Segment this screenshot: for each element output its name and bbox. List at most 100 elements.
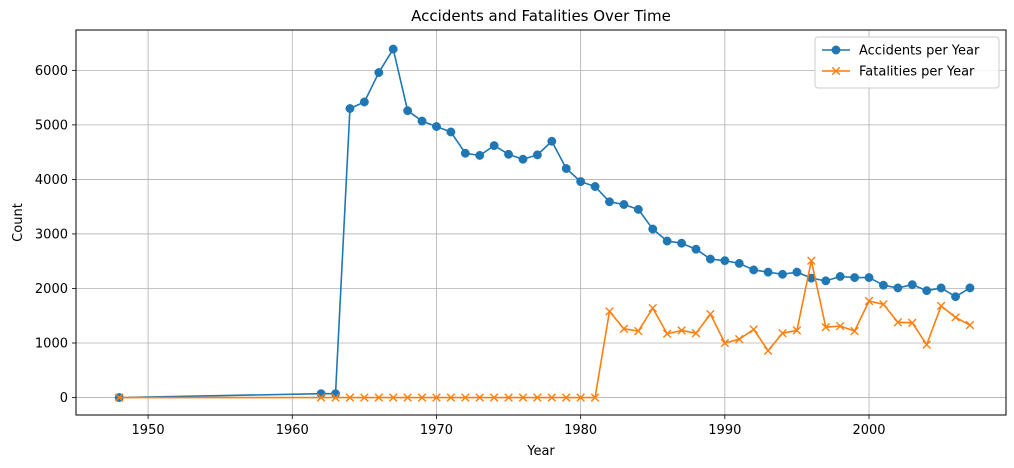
plot-frame [75,29,1007,416]
series-1-point [460,148,470,158]
series-2-point [648,303,658,313]
series-1-point [605,197,614,207]
series-2-point [720,338,730,348]
series-2-point [835,321,845,331]
series-1-point [432,122,441,131]
series-1-point [749,265,759,275]
x-tick-label: 2000 [852,423,885,438]
series-1-point [965,283,975,293]
series-2-point [619,324,629,334]
series-1-point [821,276,831,286]
series-1-point [561,164,571,173]
tick-layer: 1950 1960 1970 1980 1990 2000 0 1000 2000 3000 400… [35,64,886,438]
series-2-point [734,334,744,344]
series-2-point [590,393,600,402]
x-tick-label: 1990 [708,423,741,438]
series-1-point [835,272,845,281]
series-2-point [951,313,960,322]
series-1-point [417,116,427,126]
x-tick-label: 1960 [276,423,309,438]
series-2-point [461,393,470,402]
series-2-point [360,393,369,402]
series-2-point [821,322,831,332]
series-1-point [475,150,485,160]
y-tick-label: 0 [60,391,68,406]
series-2-point [778,328,787,338]
x-tick-label: 1980 [564,423,597,438]
series-1-point [388,44,398,54]
series-2-point [936,301,946,311]
series-2 [114,256,975,402]
series-1-point [359,97,369,107]
series-1-point [691,244,701,254]
series-1 [114,44,975,402]
series-layer [114,44,975,402]
series-1-point [489,141,499,151]
x-tick-label: 1950 [132,423,165,438]
series-2-point [388,393,398,402]
series-2-point [561,393,571,402]
chart-title: Accidents and Fatalities Over Time [411,7,671,25]
series-1-point [532,150,542,160]
legend-swatch-marker [831,45,841,55]
series-2-point [634,326,643,336]
series-1-point [345,104,355,113]
series-2-point [504,393,513,402]
series-1-point [778,269,787,279]
y-tick-label: 6000 [35,64,68,79]
y-tick-label: 4000 [35,173,68,188]
series-2-point [316,393,326,402]
series-1-point [504,149,514,159]
series-1-point [633,204,643,214]
series-1-point [403,106,413,116]
series-2-point [864,296,874,306]
series-1-point [518,154,528,164]
series-1-point [951,292,960,302]
series-2-point [706,309,715,319]
y-tick-label: 5000 [35,118,68,133]
series-2-point [691,328,701,338]
series-1-point [850,273,860,283]
series-2-point [893,318,903,327]
series-1-point [619,200,629,209]
series-2-point [922,340,931,349]
series-2-point [547,393,557,402]
legend: Accidents per Year Fatalities per Year [814,36,1000,89]
legend-label: Accidents per Year [859,44,980,59]
series-2-point [807,256,816,265]
series-2-point [662,329,672,339]
series-2-point [374,393,384,402]
series-2-point [446,393,456,402]
x-axis-title: Year [526,444,555,459]
series-2-point [879,300,888,309]
x-tick-label: 1970 [420,423,453,438]
y-axis-title: Count [11,203,26,242]
series-2-point [114,393,124,402]
series-2-point [677,326,686,335]
series-1-point [446,127,456,137]
series-2-point [850,326,859,336]
series-1-point [590,182,600,191]
series-1-point [576,177,586,187]
series-1-point [720,256,730,266]
series-1-point [734,258,744,268]
series-1-point [907,280,917,290]
series-2-point [403,393,412,402]
legend-box [814,36,1000,89]
series-2-point [605,307,614,316]
series-1-point [922,286,932,296]
series-2-point [907,318,917,328]
series-1-point [763,267,773,277]
series-1-point [878,280,888,290]
series-2-point [345,393,355,402]
series-2-point [576,393,585,402]
series-1-point [547,136,557,146]
series-2-point [475,393,485,402]
legend-label: Fatalities per Year [859,65,975,80]
series-2-point [749,325,758,334]
series-1-point [864,273,874,283]
series-2-point [331,393,340,402]
series-1-point [792,267,802,277]
series-2-point [533,393,542,402]
